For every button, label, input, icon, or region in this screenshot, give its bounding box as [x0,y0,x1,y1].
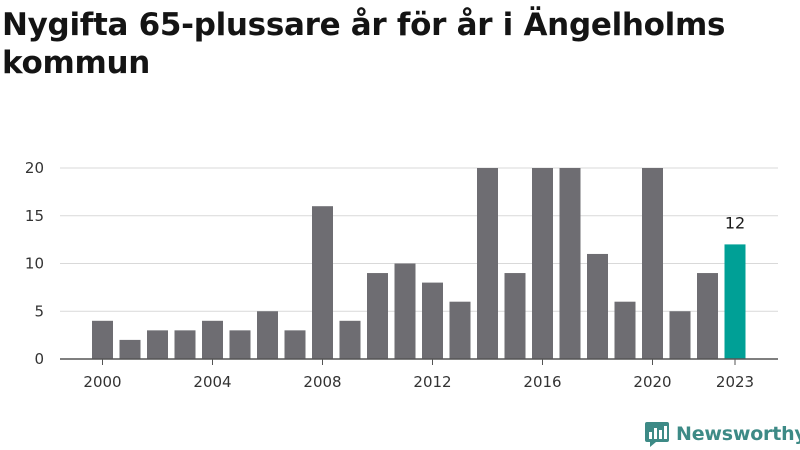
bar-2020 [642,168,663,359]
x-tick-label-2016: 2016 [523,373,561,391]
bar-2012 [422,282,443,359]
x-tick-label-2012: 2012 [413,373,451,391]
bar-2019 [614,301,636,359]
axes: 0 5 10 15 20 2000 2004 2008 2012 2016 2020 2023 [25,159,778,391]
y-tick-label-15: 15 [25,207,44,225]
bar-2010 [367,273,388,359]
bars [92,168,746,359]
data-label-2023: 12 [725,213,745,232]
bar-2011 [394,263,416,359]
x-tick-label-2023: 2023 [716,373,754,391]
y-tick-label-10: 10 [25,255,44,273]
x-tick-label-2000: 2000 [83,373,121,391]
newsworthy-logo-icon [645,422,669,447]
bar-2023 [724,244,746,359]
bar-2021 [669,311,691,359]
newsworthy-brand: Newsworthy [644,419,800,449]
data-labels: 12 [725,213,745,232]
newsworthy-wordmark: Newsworthy [676,423,800,445]
gridlines [60,167,778,312]
bar-2013 [449,301,471,359]
bar-2004 [202,320,223,359]
x-tick-label-2004: 2004 [193,373,231,391]
bar-2008 [312,206,333,359]
y-tick-label-20: 20 [25,159,44,177]
bar-2017 [559,168,581,359]
bar-2001 [119,339,141,359]
bar-2002 [147,330,168,359]
bar-2005 [229,330,251,359]
bar-2022 [697,273,718,359]
bar-2016 [532,168,553,359]
bar-2014 [477,168,498,359]
y-tick-label-5: 5 [34,302,44,320]
bar-2015 [504,273,526,359]
x-tick-label-2008: 2008 [303,373,341,391]
y-tick-label-0: 0 [34,350,44,368]
chart-title: Nygifta 65-plussare år för år i Ängelhol… [2,7,726,81]
bar-2007 [284,330,306,359]
bar-2018 [587,253,608,359]
bar-2009 [339,320,361,359]
x-tick-label-2020: 2020 [633,373,671,391]
bar-2003 [174,330,196,359]
bar-2000 [92,320,113,359]
bar-2006 [257,311,278,359]
